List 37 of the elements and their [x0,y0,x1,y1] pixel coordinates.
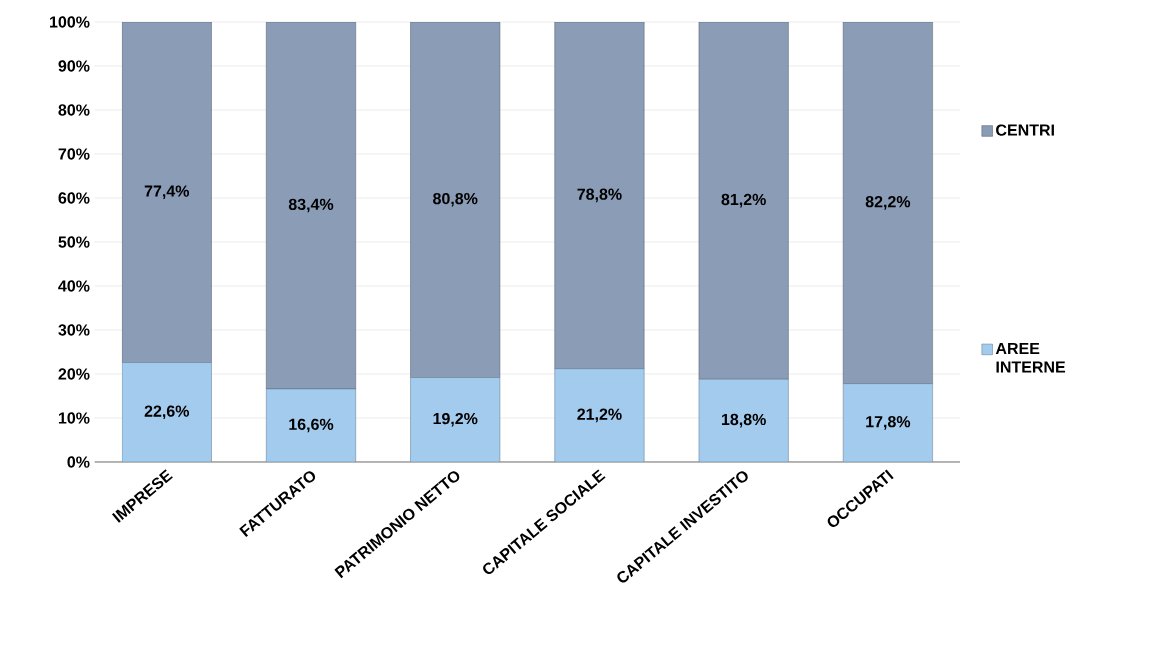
y-tick-label: 0% [67,456,90,468]
data-label: 77,4% [144,185,190,200]
data-label: 80,8% [433,192,478,207]
y-tick-label: 90% [58,60,90,72]
y-tick-label: 20% [58,368,90,380]
bar [554,368,645,462]
data-label: 18,8% [721,413,766,428]
data-label: 82,2% [865,196,911,210]
data-label: 21,2% [577,408,622,423]
bar [410,377,501,462]
data-label: 83,4% [288,198,334,213]
bar [842,383,933,462]
y-tick-label: 10% [58,412,90,424]
data-label: 78,8% [577,188,622,203]
bar [266,22,356,390]
data-label: 17,8% [866,416,911,430]
bar [842,22,933,384]
bar [698,22,789,380]
legend-label: AREE INTERNE [995,342,1066,373]
y-tick-label: 30% [58,324,90,336]
bar [266,388,356,462]
bar [698,379,789,462]
y-tick-label: 40% [58,280,90,292]
bar [121,362,212,462]
y-tick-label: 100% [50,16,90,28]
y-tick-label: 70% [58,148,90,160]
text: CENTRI [996,124,1054,136]
y-tick-label: 50% [58,236,90,248]
y-tick-label: 60% [58,192,90,204]
bar [554,22,645,369]
bar [410,22,501,378]
data-label: 22,6% [144,405,190,420]
data-label: 19,2% [433,412,478,427]
data-label: 16,6% [289,418,334,433]
bar [121,22,212,363]
y-tick-label: 80% [58,104,90,116]
data-label: 81,2% [721,193,766,208]
